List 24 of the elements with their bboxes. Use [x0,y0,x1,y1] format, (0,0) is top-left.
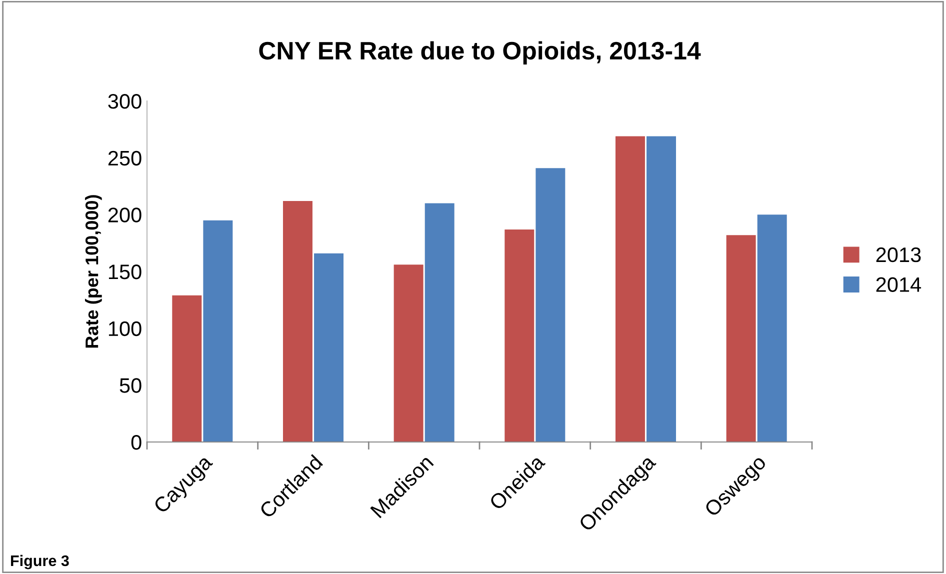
y-tick-label: 150 [108,264,142,280]
y-tick-label: 100 [108,321,142,336]
legend-label: 2013 [876,247,921,262]
bar [615,136,645,442]
y-tick-label: 300 [108,94,142,109]
y-tick-label: 250 [108,150,142,166]
bar [536,168,566,442]
chart-title: CNY ER Rate due to Opioids, 2013-14 [259,41,701,65]
bar [757,214,787,442]
legend-label: 2014 [876,277,922,292]
bar [314,253,344,442]
bar [646,136,676,442]
bar [504,229,534,442]
bar [282,201,312,442]
caption: Figure 3 [11,554,69,570]
bar [394,264,424,442]
bar [424,203,454,442]
bar [203,220,233,442]
bar [172,295,202,442]
bar [726,235,756,442]
y-tick-label: 50 [120,378,142,393]
y-tick-label: 200 [108,208,142,222]
y-tick-label: 0 [131,435,142,450]
y-axis-title: Rate (per 100,000) [84,195,102,348]
